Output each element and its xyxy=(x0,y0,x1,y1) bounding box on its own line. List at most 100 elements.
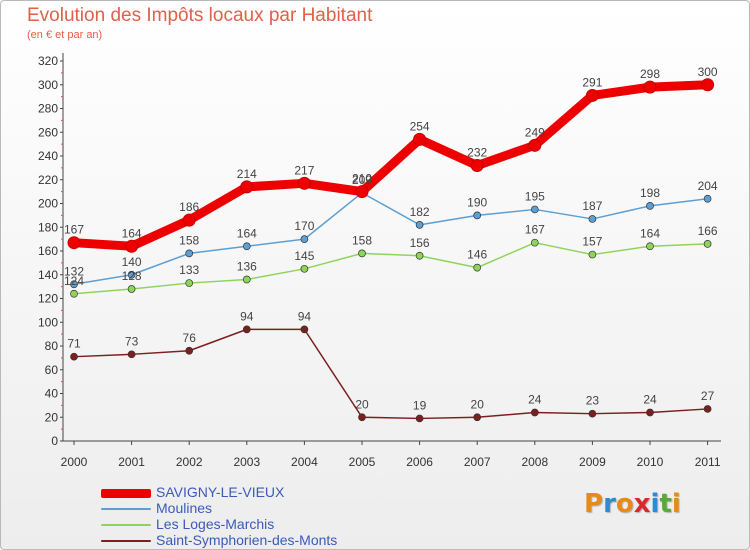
data-label: 182 xyxy=(410,205,430,219)
logo-letter: x xyxy=(633,489,651,519)
data-label: 167 xyxy=(525,223,545,237)
data-point xyxy=(125,239,139,253)
y-tick-label: 260 xyxy=(38,125,58,139)
data-point xyxy=(703,240,712,248)
data-point xyxy=(185,279,194,287)
data-label: 254 xyxy=(410,119,430,133)
y-tick-label: 300 xyxy=(38,78,58,92)
legend-label: Moulines xyxy=(156,500,213,516)
data-label: 71 xyxy=(67,337,81,351)
x-tick-label: 2004 xyxy=(291,455,318,469)
data-point xyxy=(242,242,251,251)
data-label: 187 xyxy=(582,199,602,213)
data-point xyxy=(297,176,311,190)
data-label: 195 xyxy=(525,189,545,203)
data-label: 186 xyxy=(179,200,199,214)
data-point xyxy=(413,132,427,146)
y-tick-label: 180 xyxy=(38,220,58,234)
data-label: 73 xyxy=(125,334,139,348)
data-point xyxy=(530,408,539,417)
legend-label: SAVIGNY-LE-VIEUX xyxy=(156,484,285,500)
data-point xyxy=(588,409,597,418)
data-point xyxy=(355,185,369,199)
data-point xyxy=(643,80,657,94)
data-point xyxy=(182,213,196,227)
data-point xyxy=(646,202,654,210)
data-label: 158 xyxy=(352,233,372,247)
proxiti-logo: Proxiti xyxy=(584,489,681,519)
chart-title: Evolution des Impôts locaux par Habitant xyxy=(27,5,373,26)
data-label: 209 xyxy=(352,173,372,187)
series-line-0 xyxy=(69,80,713,251)
data-label: 94 xyxy=(240,309,254,323)
y-tick-label: 280 xyxy=(38,102,58,116)
y-tick-label: 20 xyxy=(45,410,59,424)
data-label: 170 xyxy=(294,219,314,233)
data-point xyxy=(300,264,309,273)
data-label: 204 xyxy=(698,179,718,193)
data-label: 94 xyxy=(298,309,312,323)
data-point xyxy=(415,221,424,229)
data-label: 124 xyxy=(64,274,84,288)
data-label: 164 xyxy=(122,226,142,240)
x-tick-label: 2001 xyxy=(118,455,145,469)
legend-label: Saint-Symphorien-des-Monts xyxy=(156,532,338,548)
data-label: 217 xyxy=(294,163,314,177)
data-label: 167 xyxy=(64,223,84,237)
data-label: 164 xyxy=(237,226,257,240)
data-label: 291 xyxy=(582,75,602,89)
y-tick-label: 240 xyxy=(38,149,58,163)
data-label: 214 xyxy=(237,167,257,181)
data-label: 300 xyxy=(698,65,718,79)
x-tick-label: 2000 xyxy=(61,455,88,469)
data-point xyxy=(588,250,597,259)
data-point xyxy=(127,350,136,359)
data-point xyxy=(473,413,482,422)
data-point xyxy=(240,180,254,194)
data-point xyxy=(127,285,136,293)
data-label: 146 xyxy=(467,248,487,262)
data-point xyxy=(588,215,597,223)
y-tick-label: 40 xyxy=(45,387,59,401)
y-tick-label: 120 xyxy=(38,292,58,306)
series-line-1 xyxy=(73,192,709,285)
data-point xyxy=(528,138,542,152)
data-label: 166 xyxy=(698,224,718,238)
legend-swatch xyxy=(101,488,151,498)
data-point xyxy=(67,236,81,250)
series-line-2 xyxy=(73,241,709,295)
y-tick-label: 200 xyxy=(38,197,58,211)
logo-letter: i xyxy=(650,489,660,519)
data-point xyxy=(585,88,599,102)
legend-swatch xyxy=(101,524,151,526)
data-point xyxy=(703,194,712,203)
data-label: 20 xyxy=(471,397,485,411)
data-label: 128 xyxy=(122,269,142,283)
x-tick-label: 2009 xyxy=(579,455,606,469)
data-label: 19 xyxy=(413,398,427,412)
data-label: 190 xyxy=(467,195,487,209)
data-label: 249 xyxy=(525,125,545,139)
series-line-3 xyxy=(73,328,709,420)
x-tick-label: 2008 xyxy=(521,455,548,469)
data-point xyxy=(70,289,78,298)
logo-letter: P xyxy=(584,489,604,519)
logo-letter: r xyxy=(603,489,616,519)
data-label: 24 xyxy=(643,393,657,407)
y-tick-label: 320 xyxy=(38,54,58,68)
data-point xyxy=(300,325,309,334)
data-point xyxy=(415,414,424,423)
x-tick-label: 2007 xyxy=(464,455,491,469)
data-label: 298 xyxy=(640,67,660,81)
data-point xyxy=(185,249,194,258)
data-label: 145 xyxy=(294,249,314,263)
data-point xyxy=(242,275,251,284)
data-label: 198 xyxy=(640,186,660,200)
y-tick-label: 220 xyxy=(38,173,58,187)
y-tick-label: 0 xyxy=(51,434,58,448)
data-point xyxy=(358,413,366,422)
data-label: 76 xyxy=(183,331,197,345)
data-label: 164 xyxy=(640,226,660,240)
